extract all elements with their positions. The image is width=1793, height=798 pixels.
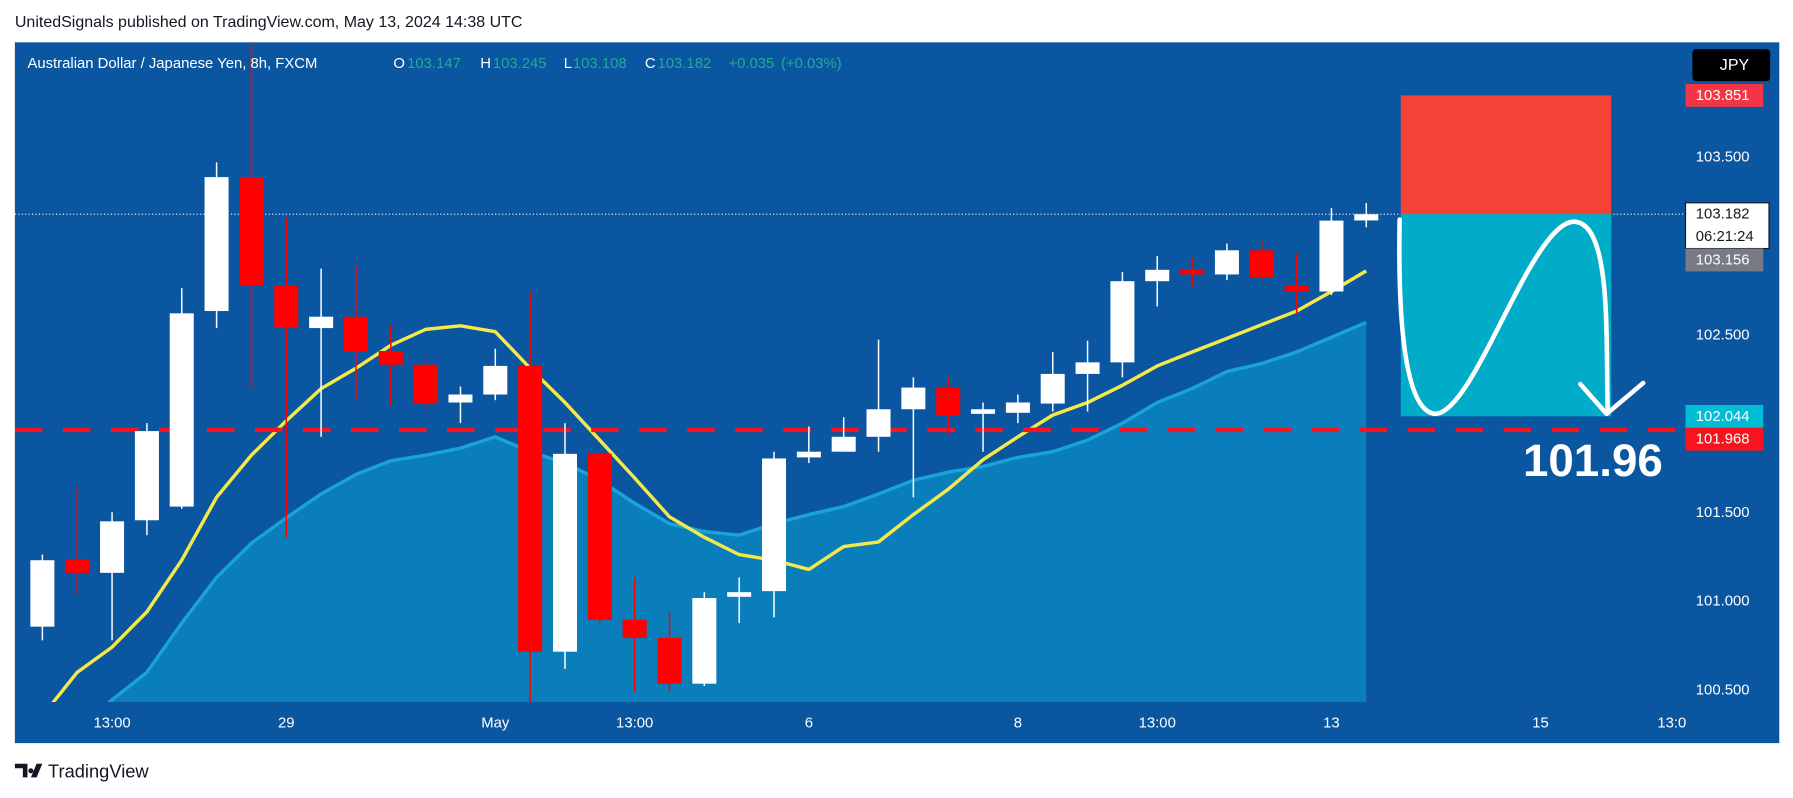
footer-brand: TradingView (48, 761, 149, 782)
candle-body (622, 619, 647, 639)
candle-body (971, 409, 996, 414)
price-tag (1685, 248, 1764, 272)
target-annotation: 101.96 (1523, 435, 1663, 486)
candle-body (1075, 362, 1100, 374)
currency-button[interactable] (1692, 49, 1771, 82)
x-tick-label: 8 (1014, 716, 1022, 732)
currency-label[interactable]: JPY (1720, 57, 1750, 74)
plot-area (14, 42, 1685, 702)
candle-body (692, 598, 717, 684)
x-tick-label: 13:00 (1139, 716, 1176, 732)
legend-change-pct: (+0.03%) (781, 56, 842, 72)
candle-body (483, 365, 508, 395)
x-tick-label: 13:00 (93, 716, 130, 732)
candle-body (100, 521, 125, 573)
candle-body (1110, 281, 1135, 363)
candle-body (1005, 402, 1030, 413)
logo-mark (14, 763, 43, 778)
y-tick-label: 103.500 (1696, 150, 1750, 166)
legend-close: 103.182 (658, 56, 712, 72)
countdown-label: 06:21:24 (1696, 229, 1754, 245)
legend-open-label: O (393, 56, 405, 72)
candle-body (204, 177, 229, 312)
legend-open: 103.147 (407, 56, 461, 72)
x-tick-label: 13 (1323, 716, 1340, 732)
position-tool: 101.96 (1397, 95, 1663, 486)
candle-body (1180, 269, 1205, 275)
x-tick-label: 6 (805, 716, 813, 732)
candle-body (901, 387, 926, 410)
candle-body (1354, 214, 1379, 221)
candle-body (169, 313, 194, 507)
candle-body (378, 350, 403, 365)
ema-line (51, 269, 1368, 702)
y-tick-label: 102.500 (1696, 327, 1750, 343)
candle-body (274, 285, 299, 329)
price-tag-label: 102.044 (1696, 409, 1750, 425)
legend-change: +0.035 (728, 56, 774, 72)
y-tick-label: 101.000 (1696, 594, 1750, 610)
x-tick-label: 13:00 (616, 716, 653, 732)
candle-body (413, 364, 438, 404)
candle-body (239, 177, 264, 286)
price-axis: 100.500101.000101.500102.500103.50013:00… (93, 83, 1770, 732)
candle-body (831, 436, 856, 452)
x-tick-label: May (481, 716, 510, 732)
candle-body (65, 559, 90, 573)
drawn-arrow-head (1578, 380, 1646, 417)
candle-body (762, 458, 787, 592)
candle-body (309, 316, 334, 329)
price-tag (1685, 427, 1764, 451)
price-tag-label: 101.968 (1696, 432, 1750, 448)
x-tick-label: 29 (278, 716, 295, 732)
tradingview-logo (14, 763, 43, 778)
candle-body (936, 387, 961, 416)
price-tag (1684, 202, 1770, 250)
publish-header: UnitedSignals published on TradingView.c… (15, 14, 523, 31)
y-tick-label: 101.500 (1696, 505, 1750, 521)
x-tick-label: 15 (1532, 716, 1549, 732)
candle-body (343, 316, 368, 351)
price-tag-label: 103.182 (1696, 207, 1750, 223)
x-tick-label: 13:0 (1657, 716, 1686, 732)
price-tag-label: 103.851 (1696, 88, 1750, 104)
price-tag (1685, 83, 1764, 107)
legend-close-label: C (645, 56, 656, 72)
candle-body (866, 409, 891, 437)
stop-zone (1400, 95, 1612, 215)
y-tick-label: 100.500 (1696, 683, 1750, 699)
candle-body (587, 453, 612, 620)
candle-body (727, 592, 752, 597)
price-tag (1685, 404, 1764, 428)
candle-body (134, 431, 159, 521)
candle-body (1040, 373, 1065, 404)
area-fill (109, 322, 1367, 702)
candle-body (448, 394, 473, 403)
legend-high: 103.245 (493, 56, 547, 72)
candle-body (1214, 250, 1239, 275)
candle-body (796, 451, 821, 458)
candle-body (1145, 269, 1170, 282)
candle-body (518, 365, 543, 652)
area-line (107, 320, 1367, 702)
candle-body (1319, 220, 1344, 292)
legend-high-label: H (480, 56, 491, 72)
candle-body (657, 638, 682, 684)
candle-body (1249, 250, 1274, 278)
legend-low-label: L (564, 56, 572, 72)
candle-body (1284, 285, 1309, 292)
candle-body (552, 453, 577, 652)
symbol-title: Australian Dollar / Japanese Yen, 8h, FX… (27, 56, 317, 72)
legend-low: 103.108 (573, 56, 627, 72)
price-tag-label: 103.156 (1696, 252, 1750, 268)
drawn-curve (1397, 217, 1611, 417)
candle-body (30, 560, 55, 627)
